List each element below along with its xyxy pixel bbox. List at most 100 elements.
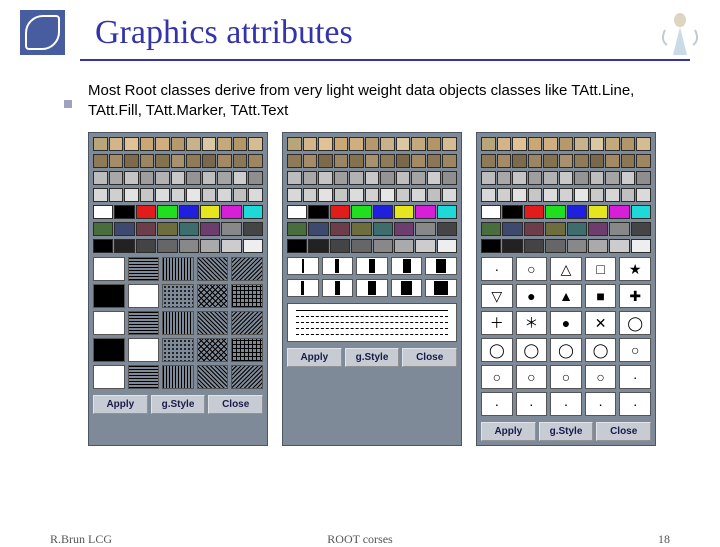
color-swatch[interactable]	[373, 222, 393, 236]
color-swatch[interactable]	[221, 222, 241, 236]
fill-pattern-swatch[interactable]	[128, 365, 160, 389]
color-swatch[interactable]	[287, 205, 307, 219]
fill-pattern-swatch[interactable]	[162, 365, 194, 389]
color-swatch[interactable]	[155, 137, 170, 151]
color-swatch[interactable]	[233, 137, 248, 151]
line-dash-swatch[interactable]	[296, 328, 448, 329]
color-swatch[interactable]	[437, 222, 457, 236]
color-swatch[interactable]	[631, 239, 651, 253]
color-swatch[interactable]	[442, 171, 457, 185]
fill-pattern-swatch[interactable]	[197, 284, 229, 308]
marker-style-swatch[interactable]: ○	[585, 365, 617, 389]
color-swatch[interactable]	[543, 154, 558, 168]
color-swatch[interactable]	[415, 239, 435, 253]
color-swatch[interactable]	[200, 222, 220, 236]
color-swatch[interactable]	[171, 137, 186, 151]
color-swatch[interactable]	[590, 154, 605, 168]
fill-pattern-swatch[interactable]	[231, 284, 263, 308]
color-swatch[interactable]	[349, 171, 364, 185]
color-swatch[interactable]	[114, 239, 134, 253]
fill-pattern-swatch[interactable]	[93, 284, 125, 308]
fill-pattern-swatch[interactable]	[162, 338, 194, 362]
color-swatch[interactable]	[437, 205, 457, 219]
color-swatch[interactable]	[442, 154, 457, 168]
color-swatch[interactable]	[631, 222, 651, 236]
color-swatch[interactable]	[365, 188, 380, 202]
color-swatch[interactable]	[330, 205, 350, 219]
color-swatch[interactable]	[233, 188, 248, 202]
color-swatch[interactable]	[574, 171, 589, 185]
fill-pattern-swatch[interactable]	[231, 338, 263, 362]
color-swatch[interactable]	[396, 171, 411, 185]
line-thickness-swatch[interactable]	[425, 279, 457, 297]
color-swatch[interactable]	[109, 188, 124, 202]
fill-pattern-swatch[interactable]	[128, 311, 160, 335]
color-swatch[interactable]	[543, 137, 558, 151]
color-swatch[interactable]	[545, 205, 565, 219]
color-swatch[interactable]	[481, 137, 496, 151]
color-swatch[interactable]	[308, 222, 328, 236]
color-swatch[interactable]	[248, 171, 263, 185]
color-swatch[interactable]	[543, 188, 558, 202]
color-swatch[interactable]	[415, 222, 435, 236]
color-swatch[interactable]	[545, 222, 565, 236]
color-swatch[interactable]	[124, 154, 139, 168]
color-swatch[interactable]	[334, 171, 349, 185]
color-swatch[interactable]	[481, 205, 501, 219]
color-swatch[interactable]	[512, 188, 527, 202]
marker-style-swatch[interactable]: ◯	[585, 338, 617, 362]
marker-style-swatch[interactable]: ◯	[550, 338, 582, 362]
color-swatch[interactable]	[93, 154, 108, 168]
color-swatch[interactable]	[497, 171, 512, 185]
color-swatch[interactable]	[233, 171, 248, 185]
color-swatch[interactable]	[109, 137, 124, 151]
color-swatch[interactable]	[202, 154, 217, 168]
color-swatch[interactable]	[574, 154, 589, 168]
color-swatch[interactable]	[396, 137, 411, 151]
color-swatch[interactable]	[605, 154, 620, 168]
marker-style-swatch[interactable]: ◯	[516, 338, 548, 362]
color-swatch[interactable]	[528, 137, 543, 151]
color-swatch[interactable]	[442, 137, 457, 151]
color-swatch[interactable]	[442, 188, 457, 202]
color-swatch[interactable]	[186, 154, 201, 168]
fill-pattern-swatch[interactable]	[128, 284, 160, 308]
color-swatch[interactable]	[567, 222, 587, 236]
color-swatch[interactable]	[427, 188, 442, 202]
color-swatch[interactable]	[155, 171, 170, 185]
gstyle-button[interactable]: g.Style	[539, 422, 594, 441]
color-swatch[interactable]	[411, 137, 426, 151]
marker-style-swatch[interactable]: ●	[550, 311, 582, 335]
color-swatch[interactable]	[124, 171, 139, 185]
line-dash-swatch[interactable]	[296, 322, 448, 323]
color-swatch[interactable]	[287, 154, 302, 168]
color-swatch[interactable]	[609, 205, 629, 219]
color-swatch[interactable]	[481, 222, 501, 236]
color-swatch[interactable]	[202, 137, 217, 151]
color-swatch[interactable]	[567, 205, 587, 219]
color-swatch[interactable]	[202, 188, 217, 202]
marker-style-swatch[interactable]: ·	[585, 392, 617, 416]
marker-style-swatch[interactable]: ✕	[585, 311, 617, 335]
color-swatch[interactable]	[636, 171, 651, 185]
color-swatch[interactable]	[588, 205, 608, 219]
color-swatch[interactable]	[394, 222, 414, 236]
color-swatch[interactable]	[93, 222, 113, 236]
color-swatch[interactable]	[308, 239, 328, 253]
close-button[interactable]: Close	[596, 422, 651, 441]
color-swatch[interactable]	[497, 137, 512, 151]
fill-pattern-swatch[interactable]	[162, 311, 194, 335]
color-swatch[interactable]	[179, 222, 199, 236]
color-swatch[interactable]	[200, 205, 220, 219]
color-swatch[interactable]	[380, 154, 395, 168]
color-swatch[interactable]	[349, 137, 364, 151]
fill-pattern-swatch[interactable]	[128, 338, 160, 362]
line-thickness-swatch[interactable]	[287, 279, 319, 297]
color-swatch[interactable]	[114, 222, 134, 236]
color-swatch[interactable]	[140, 171, 155, 185]
color-swatch[interactable]	[221, 205, 241, 219]
color-swatch[interactable]	[351, 222, 371, 236]
color-swatch[interactable]	[349, 188, 364, 202]
color-swatch[interactable]	[415, 205, 435, 219]
color-swatch[interactable]	[394, 205, 414, 219]
